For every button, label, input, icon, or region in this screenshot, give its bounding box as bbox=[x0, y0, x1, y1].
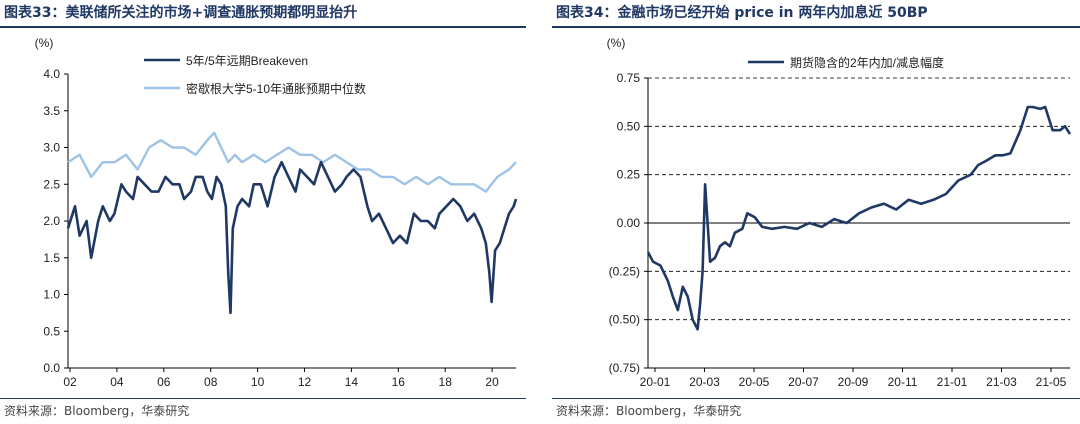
x-tick-label: 08 bbox=[204, 375, 218, 389]
x-tick-label: 20-03 bbox=[689, 375, 720, 389]
x-tick-label: 21-05 bbox=[1036, 375, 1067, 389]
x-tick-label: 20-01 bbox=[640, 375, 671, 389]
title-divider bbox=[0, 26, 526, 28]
x-tick-label: 20-07 bbox=[788, 375, 819, 389]
series-line-2 bbox=[67, 131, 517, 193]
x-tick-label: 06 bbox=[157, 375, 171, 389]
line-chart: (%) 0.0 0.5 1.0 1.5 2.0 2.5 3.0 3.5 4.0 02 04 06 08 10… bbox=[35, 36, 518, 389]
y-tick-label: 3.0 bbox=[43, 141, 60, 155]
y-tick-label: 0.75 bbox=[617, 71, 641, 85]
y-tick-label: 1.0 bbox=[43, 288, 60, 302]
y-tick-label: (0.25) bbox=[609, 264, 640, 278]
x-tick-label: 10 bbox=[251, 375, 265, 389]
y-tick-label: 0.0 bbox=[43, 361, 60, 375]
line-chart: (%) (0.75) (0.50) (0.25) 0.00 0.25 0.50 0.75 20-… bbox=[607, 36, 1072, 389]
chart-title: 图表33：美联储所关注的市场+调查通胀预期都明显抬升 bbox=[4, 5, 358, 21]
x-tick-label: 02 bbox=[63, 375, 77, 389]
legend-label: 期货隐含的2年内加/减息幅度 bbox=[790, 55, 944, 70]
chart-panel-left: 图表33：美联储所关注的市场+调查通胀预期都明显抬升 (%) 0.0 0.5 1.0 1… bbox=[0, 0, 526, 424]
y-tick-label: (0.50) bbox=[609, 313, 640, 327]
y-tick-label: 3.5 bbox=[43, 104, 60, 118]
legend-label: 密歇根大学5-10年通胀预期中位数 bbox=[186, 81, 366, 96]
y-tick-label: 0.50 bbox=[617, 119, 641, 133]
y-axis-unit-label: (%) bbox=[607, 36, 626, 50]
x-tick-label: 20-05 bbox=[739, 375, 770, 389]
x-tick-label: 20-11 bbox=[888, 375, 918, 389]
y-tick-label: 0.25 bbox=[617, 168, 641, 182]
title-divider bbox=[552, 26, 1080, 28]
y-tick-label: 4.0 bbox=[43, 67, 60, 81]
x-tick-label: 18 bbox=[439, 375, 453, 389]
x-tick-label: 16 bbox=[392, 375, 406, 389]
y-tick-label: 0.5 bbox=[43, 324, 60, 338]
chart-title: 图表34：金融市场已经开始 price in 两年内加息近 50BP bbox=[556, 5, 928, 21]
x-tick-label: 21-01 bbox=[937, 375, 968, 389]
y-tick-label: 1.5 bbox=[43, 251, 60, 265]
x-tick-label: 04 bbox=[110, 375, 124, 389]
x-tick-label: 14 bbox=[345, 375, 359, 389]
chart-panel-right: 图表34：金融市场已经开始 price in 两年内加息近 50BP (%) (0… bbox=[552, 0, 1080, 424]
x-tick-label: 12 bbox=[298, 375, 312, 389]
legend-label: 5年/5年远期Breakeven bbox=[186, 54, 308, 68]
source-note: 资料来源：Bloomberg，华泰研究 bbox=[556, 404, 742, 418]
y-tick-label: (0.75) bbox=[609, 361, 640, 375]
y-tick-label: 2.0 bbox=[43, 214, 60, 228]
source-divider bbox=[0, 398, 526, 399]
y-tick-label: 0.00 bbox=[617, 216, 641, 230]
y-tick-label: 2.5 bbox=[43, 177, 60, 191]
source-divider bbox=[552, 398, 1080, 399]
x-tick-label: 20 bbox=[485, 375, 499, 389]
x-tick-label: 21-03 bbox=[986, 375, 1017, 389]
series-line-1 bbox=[646, 105, 1072, 331]
source-note: 资料来源：Bloomberg，华泰研究 bbox=[4, 404, 190, 418]
x-tick-label: 20-09 bbox=[838, 375, 869, 389]
y-axis-unit-label: (%) bbox=[35, 36, 54, 50]
series-line-1 bbox=[66, 160, 518, 315]
